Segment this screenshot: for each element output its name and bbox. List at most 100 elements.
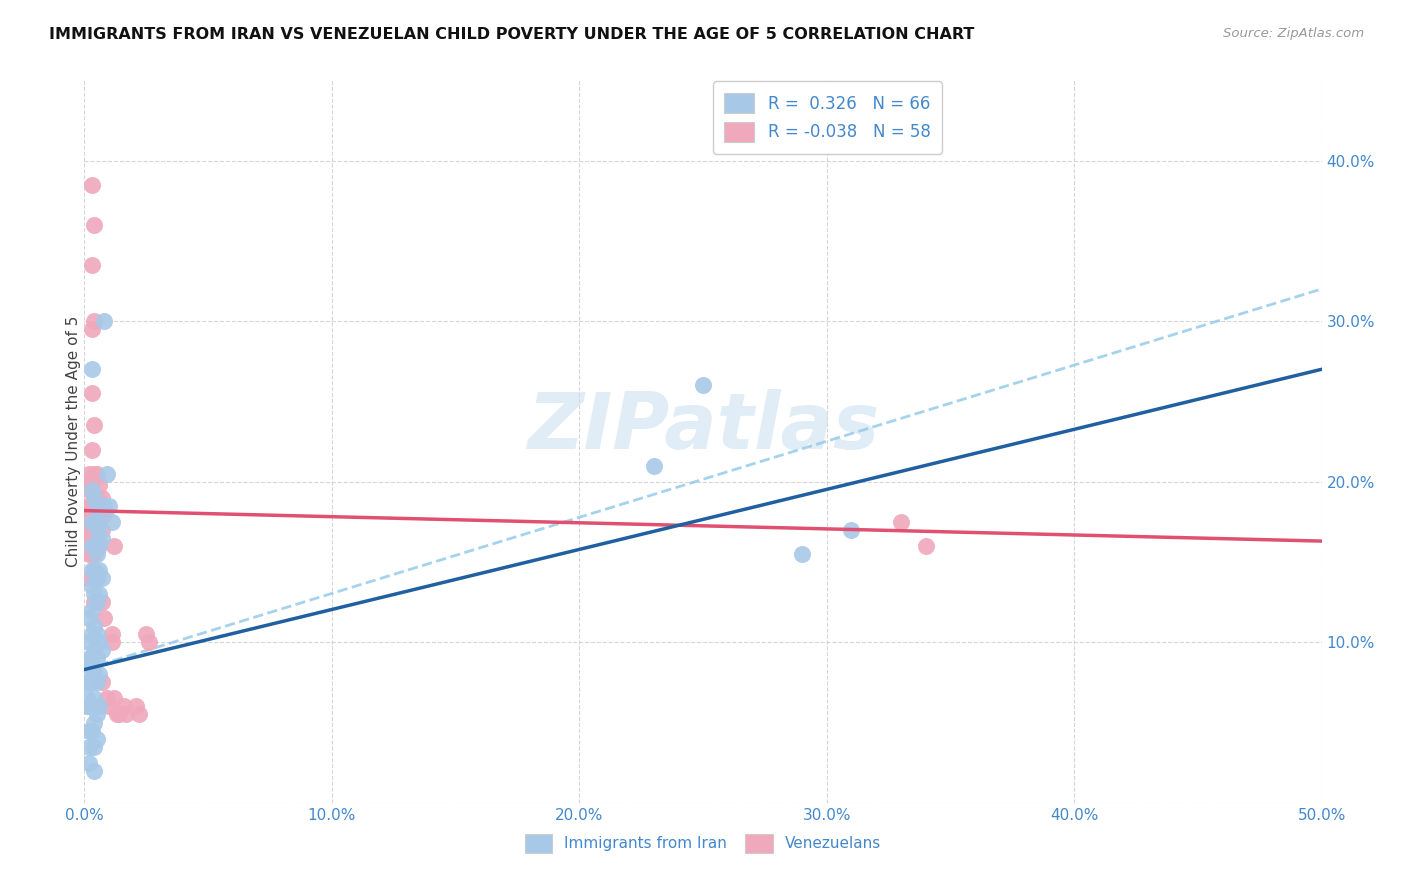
Point [86,675,108,690]
Point [86,467,108,481]
Point [90,643,112,657]
Point [105,707,128,722]
Point [841,523,863,537]
Point [93,314,115,328]
Point [80,523,103,537]
Point [79,756,101,770]
Point [76,499,98,513]
Point [914,539,936,553]
Point [79,739,101,754]
Point [83,587,105,601]
Point [90,531,112,545]
Point [80,515,103,529]
Point [93,611,115,625]
Point [83,467,105,481]
Point [83,491,105,505]
Point [86,651,108,665]
Y-axis label: Child Poverty Under the Age of 5: Child Poverty Under the Age of 5 [66,316,80,567]
Point [80,362,103,376]
Point [90,491,112,505]
Point [89,515,111,529]
Text: IMMIGRANTS FROM IRAN VS VENEZUELAN CHILD POVERTY UNDER THE AGE OF 5 CORRELATION : IMMIGRANTS FROM IRAN VS VENEZUELAN CHILD… [49,27,974,42]
Point [86,547,108,561]
Point [80,322,103,336]
Point [80,675,103,690]
Point [79,675,101,690]
Point [76,475,98,489]
Point [86,566,108,581]
Point [128,707,150,722]
Point [86,595,108,609]
Point [89,539,111,553]
Point [86,491,108,505]
Point [89,635,111,649]
Point [643,458,665,473]
Point [89,563,111,577]
Point [692,378,714,392]
Point [83,515,105,529]
Point [83,691,105,706]
Point [96,691,118,706]
Point [90,499,112,513]
Point [83,314,105,328]
Point [83,218,105,232]
Text: Source: ZipAtlas.com: Source: ZipAtlas.com [1223,27,1364,40]
Point [83,739,105,754]
Point [76,531,98,545]
Point [93,499,115,513]
Point [115,707,138,722]
Point [89,587,111,601]
Point [86,707,108,722]
Point [100,515,122,529]
Point [79,635,101,649]
Point [80,178,103,192]
Point [80,699,103,714]
Point [79,611,101,625]
Point [80,651,103,665]
Point [83,619,105,633]
Point [80,442,103,457]
Point [80,723,103,738]
Point [89,478,111,492]
Point [103,691,125,706]
Point [83,764,105,778]
Point [90,523,112,537]
Point [80,579,103,593]
Point [83,715,105,730]
Point [790,547,813,561]
Legend: Immigrants from Iran, Venezuelans: Immigrants from Iran, Venezuelans [517,826,889,860]
Point [80,603,103,617]
Point [80,627,103,641]
Point [80,258,103,272]
Point [112,699,135,714]
Point [83,563,105,577]
Point [98,499,121,513]
Point [83,643,105,657]
Point [79,547,101,561]
Point [83,547,105,561]
Point [83,418,105,433]
Point [79,651,101,665]
Point [89,667,111,681]
Point [890,515,912,529]
Point [98,699,121,714]
Point [90,675,112,690]
Point [138,635,160,649]
Point [76,691,98,706]
Point [86,519,108,533]
Point [90,571,112,585]
Point [79,502,101,516]
Point [100,635,122,649]
Point [76,675,98,690]
Point [83,667,105,681]
Point [76,699,98,714]
Point [90,595,112,609]
Point [135,627,157,641]
Point [89,535,111,549]
Point [79,571,101,585]
Point [103,539,125,553]
Point [108,707,131,722]
Point [80,475,103,489]
Point [80,539,103,553]
Point [86,731,108,746]
